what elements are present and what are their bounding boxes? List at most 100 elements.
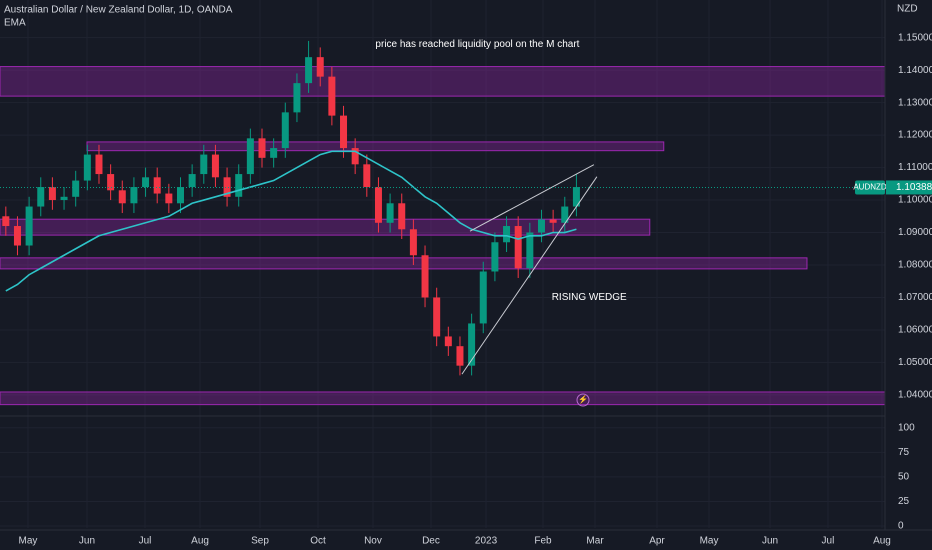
price-badge (886, 180, 932, 195)
y2-tick-label: 0 (898, 521, 904, 532)
candle-body (176, 187, 184, 204)
x-tick-label: Jun (79, 536, 95, 547)
candle-body (491, 242, 499, 272)
candle-body (433, 297, 441, 337)
candle-body (118, 190, 126, 204)
y2-tick-label: 75 (898, 447, 910, 458)
x-tick-label: Aug (873, 536, 891, 547)
event-icon[interactable] (576, 393, 590, 407)
liquidity-zone (0, 257, 808, 270)
x-tick-label: May (700, 536, 719, 547)
candle-body (270, 148, 278, 158)
candle-body (223, 177, 231, 197)
candle-body (468, 323, 476, 366)
symbol-label: AUDNZD (853, 183, 887, 192)
candle-body (107, 174, 115, 191)
x-tick-label: Apr (649, 536, 665, 547)
x-tick-label: May (18, 536, 37, 547)
y-tick-label: 1.14000 (898, 65, 932, 76)
y-tick-label: 1.04000 (898, 390, 932, 401)
x-tick-label: 2023 (475, 536, 498, 547)
candle-body (246, 138, 254, 175)
y-tick-label: 1.09000 (898, 227, 932, 238)
candle-body (37, 187, 45, 207)
candle-body (561, 206, 569, 223)
candle-body (479, 271, 487, 324)
candle-body (374, 187, 382, 223)
candle-body (351, 148, 359, 165)
candle-body (60, 196, 68, 201)
wedge-line (461, 176, 598, 375)
grid (0, 0, 885, 528)
y-tick-label: 1.07000 (898, 292, 932, 303)
wedge-line (469, 164, 595, 232)
y-tick-label: 1.05000 (898, 357, 932, 368)
candle-body (456, 346, 464, 366)
y-tick-label: 1.08000 (898, 260, 932, 271)
chart-title: Australian Dollar / New Zealand Dollar, … (4, 5, 233, 16)
candle-body (130, 187, 138, 204)
candle-body (211, 154, 219, 178)
candle-body (188, 174, 196, 188)
y-tick-label: 1.12000 (898, 130, 932, 141)
x-tick-label: Jul (822, 536, 835, 547)
y2-tick-label: 50 (898, 472, 910, 483)
candle-body (165, 193, 173, 204)
candle-body (386, 203, 394, 223)
candle-body (340, 115, 348, 149)
candle-body (526, 232, 534, 269)
candle-body (72, 180, 80, 197)
x-tick-label: Nov (364, 536, 382, 547)
candle-body (421, 255, 429, 298)
candle-body (258, 138, 266, 158)
y-tick-label: 1.10000 (898, 195, 932, 206)
candle-body (25, 206, 33, 246)
candle-body (281, 112, 289, 149)
candle-body (83, 154, 91, 181)
liquidity-zone (86, 141, 665, 152)
candle-body (13, 226, 21, 246)
x-tick-label: Jun (762, 536, 778, 547)
annotation: RISING WEDGE (552, 292, 627, 303)
candle-body (142, 177, 150, 188)
x-tick-label: Dec (422, 536, 440, 547)
candle-body (503, 226, 511, 243)
annotation: price has reached liquidity pool on the … (375, 39, 579, 50)
candle-body (153, 177, 161, 194)
currency-label: NZD (897, 4, 918, 15)
ema-line (5, 150, 577, 292)
candle-body (293, 83, 301, 113)
y-tick-label: 1.15000 (898, 32, 932, 43)
x-tick-label: Aug (191, 536, 209, 547)
last-price-label: 1.10388 (896, 182, 932, 193)
liquidity-zone (0, 66, 886, 97)
marks: price has reached liquidity pool on the … (0, 39, 885, 376)
zones (0, 66, 886, 406)
x-tick-label: Jul (139, 536, 152, 547)
indicator-label: EMA (4, 18, 26, 29)
candle-body (572, 187, 580, 207)
liquidity-zone (0, 391, 886, 406)
candle-body (514, 226, 522, 269)
candle-body (48, 187, 56, 201)
event-icon-glyph: ⚡ (578, 394, 588, 404)
candle-body (316, 57, 324, 77)
candle-body (537, 219, 545, 233)
y-tick-label: 1.13000 (898, 97, 932, 108)
candle-body (363, 164, 371, 188)
candle-body (305, 57, 313, 84)
y-tick-label: 1.06000 (898, 325, 932, 336)
axes: 1.04000 1.05000 1.06000 1.07000 1.08000 1.090… (18, 32, 932, 547)
candle-body (328, 76, 336, 116)
x-tick-label: Mar (586, 536, 604, 547)
candle-body (235, 174, 243, 197)
x-tick-label: Sep (251, 536, 269, 547)
symbol-badge (855, 180, 885, 195)
y-tick-label: 1.11000 (898, 162, 932, 173)
candle-body (549, 219, 557, 223)
liquidity-zone (0, 218, 651, 236)
x-tick-label: Oct (310, 536, 326, 547)
